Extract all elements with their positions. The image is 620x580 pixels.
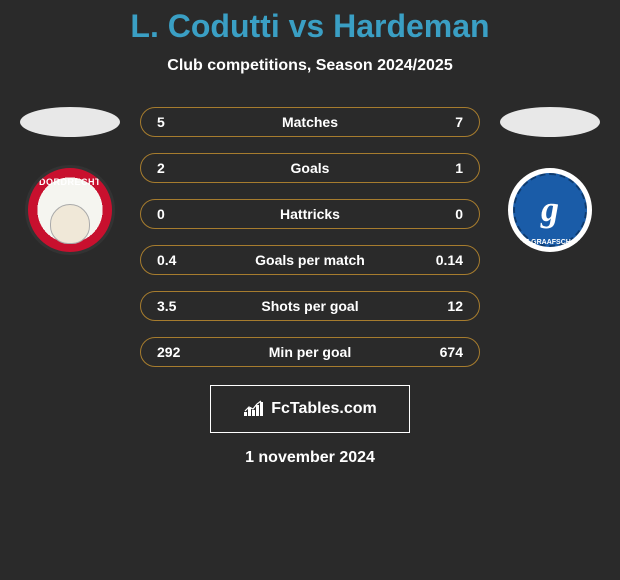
club-logo-right-label: DE GRAAFSCHAP — [519, 239, 580, 247]
page-title: L. Codutti vs Hardeman — [0, 8, 620, 45]
stat-label: Goals — [207, 160, 413, 176]
branding-box[interactable]: FcTables.com — [210, 385, 410, 433]
stat-row: 292 Min per goal 674 — [140, 337, 480, 367]
stat-label: Matches — [207, 114, 413, 130]
comparison-card: L. Codutti vs Hardeman Club competitions… — [0, 0, 620, 467]
stat-row: 5 Matches 7 — [140, 107, 480, 137]
player-left-column: DORDRECHT — [20, 107, 120, 255]
stat-left-value: 292 — [157, 344, 207, 360]
club-logo-left-text: DORDRECHT — [28, 178, 112, 188]
stat-left-value: 5 — [157, 114, 207, 130]
stat-left-value: 3.5 — [157, 298, 207, 314]
stat-label: Goals per match — [207, 252, 413, 268]
club-logo-left: DORDRECHT — [25, 165, 115, 255]
stat-right-value: 0 — [413, 206, 463, 222]
stat-label: Shots per goal — [207, 298, 413, 314]
stat-right-value: 0.14 — [413, 252, 463, 268]
stat-label: Min per goal — [207, 344, 413, 360]
stat-right-value: 7 — [413, 114, 463, 130]
stat-left-value: 0.4 — [157, 252, 207, 268]
club-logo-right-letter: g — [541, 190, 559, 230]
player-right-avatar — [500, 107, 600, 137]
branding-text: FcTables.com — [271, 400, 377, 418]
stat-row: 2 Goals 1 — [140, 153, 480, 183]
stat-right-value: 1 — [413, 160, 463, 176]
subtitle: Club competitions, Season 2024/2025 — [0, 57, 620, 75]
date-label: 1 november 2024 — [0, 449, 620, 467]
club-logo-right-inner: g DE GRAAFSCHAP — [513, 173, 587, 247]
stat-label: Hattricks — [207, 206, 413, 222]
player-right-column: g DE GRAAFSCHAP — [500, 107, 600, 255]
bar-chart-icon — [243, 400, 265, 418]
stat-left-value: 2 — [157, 160, 207, 176]
content-row: DORDRECHT 5 Matches 7 2 Goals 1 0 Hattri… — [0, 107, 620, 367]
stat-left-value: 0 — [157, 206, 207, 222]
stat-right-value: 12 — [413, 298, 463, 314]
stat-right-value: 674 — [413, 344, 463, 360]
stat-row: 3.5 Shots per goal 12 — [140, 291, 480, 321]
stat-row: 0 Hattricks 0 — [140, 199, 480, 229]
stats-column: 5 Matches 7 2 Goals 1 0 Hattricks 0 0.4 … — [140, 107, 480, 367]
club-logo-right: g DE GRAAFSCHAP — [505, 165, 595, 255]
player-left-avatar — [20, 107, 120, 137]
stat-row: 0.4 Goals per match 0.14 — [140, 245, 480, 275]
